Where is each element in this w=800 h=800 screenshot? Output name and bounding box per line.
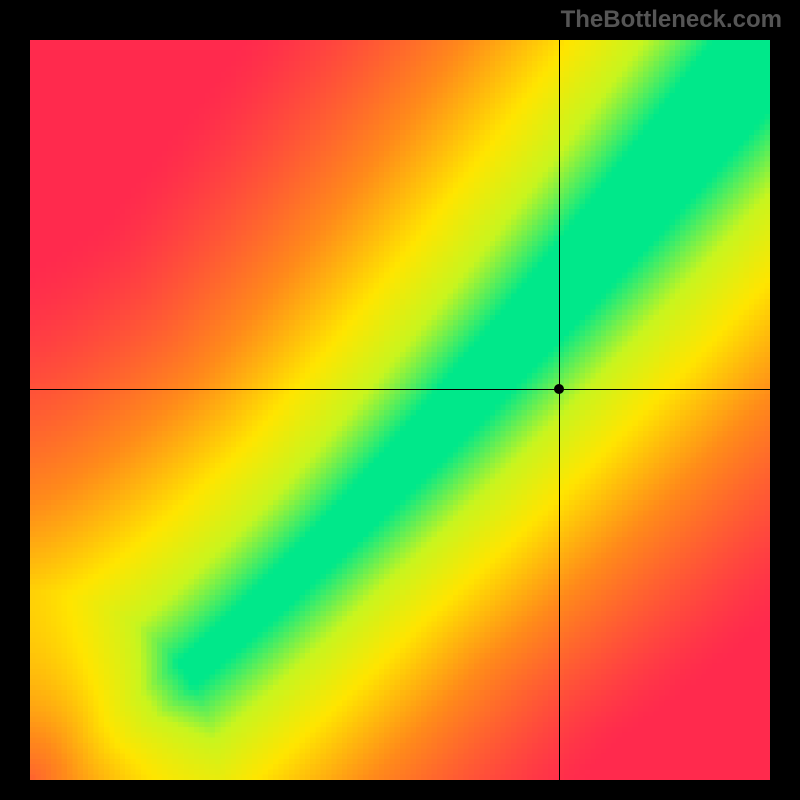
- chart-container: TheBottleneck.com: [0, 0, 800, 800]
- watermark-text: TheBottleneck.com: [561, 6, 782, 34]
- marker-point: [554, 384, 564, 394]
- heatmap-plot: [30, 40, 770, 780]
- crosshair-horizontal: [30, 389, 770, 390]
- heatmap-canvas: [30, 40, 770, 780]
- crosshair-vertical: [559, 40, 560, 780]
